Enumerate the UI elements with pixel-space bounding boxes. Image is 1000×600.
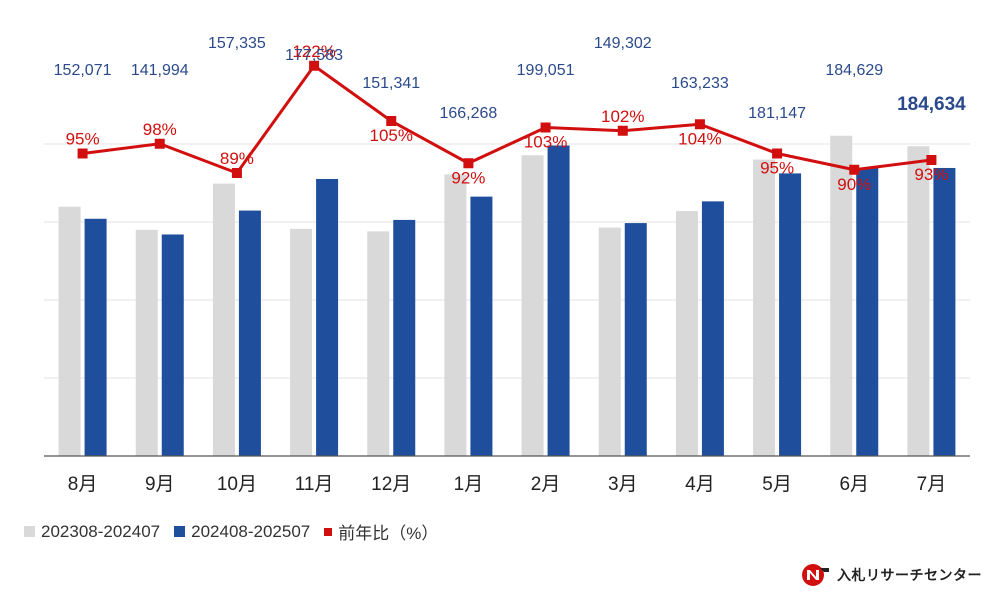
bar-prev-year	[444, 174, 467, 457]
yoy-marker	[926, 155, 937, 165]
value-label: 177,583	[285, 47, 343, 64]
yoy-pct-label: 92%	[451, 168, 485, 187]
bar-prev-year	[367, 231, 390, 456]
x-tick-label: 4月	[685, 474, 715, 495]
legend-item-current-year: 202408-202507	[174, 522, 310, 542]
legend-swatch-prev-year	[24, 526, 35, 537]
bar-prev-year	[135, 229, 158, 456]
yoy-pct-label: 98%	[143, 120, 177, 139]
legend-item-prev-year: 202308-202407	[24, 522, 160, 542]
bar-current-year	[161, 234, 184, 456]
x-tick-label: 2月	[531, 474, 561, 495]
value-label: 181,147	[748, 105, 806, 122]
bar-current-year	[547, 145, 570, 456]
yoy-pct-label: 93%	[914, 165, 948, 184]
legend-swatch-current-year	[174, 526, 186, 537]
value-label: 184,629	[825, 62, 883, 79]
x-tick-label: 11月	[295, 474, 334, 495]
yoy-marker	[154, 138, 165, 149]
bar-prev-year	[753, 159, 776, 456]
brand-logo: 入札リサーチセンター	[801, 563, 982, 587]
n-arrow-logo-icon	[802, 564, 829, 586]
x-tick-label: 9月	[145, 474, 175, 495]
value-label: 141,994	[131, 62, 189, 79]
yoy-marker	[386, 116, 397, 126]
x-tick-label: 8月	[68, 474, 98, 495]
bar-current-year	[470, 196, 493, 456]
legend-label-prev-year: 202308-202407	[41, 521, 161, 541]
bar-prev-year	[58, 206, 81, 456]
bar-current-year	[238, 210, 261, 456]
yoy-marker	[694, 119, 705, 130]
bar-prev-year	[675, 211, 698, 456]
value-label: 157,335	[208, 35, 266, 52]
bar-current-year	[393, 219, 416, 456]
value-label: 149,302	[594, 35, 652, 52]
yoy-marker	[231, 168, 242, 178]
legend-swatch-yoy	[324, 527, 333, 536]
legend-label-current-year: 202408-202507	[191, 521, 311, 541]
yoy-marker	[77, 148, 88, 159]
yoy-marker	[772, 148, 783, 159]
yoy-pct-label: 102%	[601, 107, 644, 126]
value-label: 163,233	[671, 75, 729, 92]
bar-current-year	[701, 201, 724, 456]
yoy-pct-label: 104%	[678, 129, 721, 148]
yoy-pct-label: 90%	[837, 175, 871, 194]
bar-prev-year	[830, 135, 853, 456]
value-label: 151,341	[362, 75, 420, 92]
yoy-pct-label: 89%	[220, 149, 254, 168]
yoy-pct-label: 103%	[524, 133, 567, 152]
yoy-line	[82, 64, 932, 175]
x-tick-label: 5月	[762, 474, 792, 495]
yoy-pct-label: 95%	[66, 130, 100, 149]
x-tick-label: 6月	[839, 474, 869, 495]
bar-prev-year	[521, 155, 544, 456]
bar-current-year	[856, 167, 879, 456]
yoy-marker	[617, 125, 628, 136]
bar-prev-year	[907, 146, 930, 456]
bar-current-year	[779, 173, 802, 456]
bar-prev-year	[212, 183, 235, 456]
x-tick-label: 3月	[608, 474, 638, 495]
yoy-marker	[849, 164, 860, 175]
brand-name: 入札リサーチセンター	[837, 568, 982, 584]
legend-label-yoy: 前年比（%）	[338, 524, 439, 543]
x-tick-label: 1月	[454, 474, 484, 495]
legend-item-yoy: 前年比（%）	[324, 519, 438, 544]
bar-prev-year	[290, 228, 313, 456]
yoy-marker	[463, 158, 474, 169]
yoy-pct-label: 105%	[370, 126, 413, 145]
yoy-marker	[540, 122, 551, 133]
yoy-pct-label: 122%	[292, 42, 335, 61]
yoy-marker	[309, 60, 320, 71]
bar-current-year	[624, 223, 647, 456]
value-label: 184,634	[897, 94, 966, 115]
x-tick-label: 7月	[917, 474, 947, 495]
bar-current-year	[316, 178, 339, 456]
x-tick-label: 12月	[371, 474, 411, 495]
value-label: 166,268	[439, 105, 497, 122]
value-label: 152,071	[54, 62, 112, 79]
x-tick-label: 10月	[217, 474, 257, 495]
value-label: 199,051	[517, 62, 575, 79]
yoy-pct-label: 95%	[760, 159, 794, 178]
bar-current-year	[84, 218, 107, 456]
bar-current-year	[933, 167, 956, 457]
legend: 202308-202407 202408-202507 前年比（%）	[24, 519, 452, 544]
bar-prev-year	[598, 227, 621, 456]
